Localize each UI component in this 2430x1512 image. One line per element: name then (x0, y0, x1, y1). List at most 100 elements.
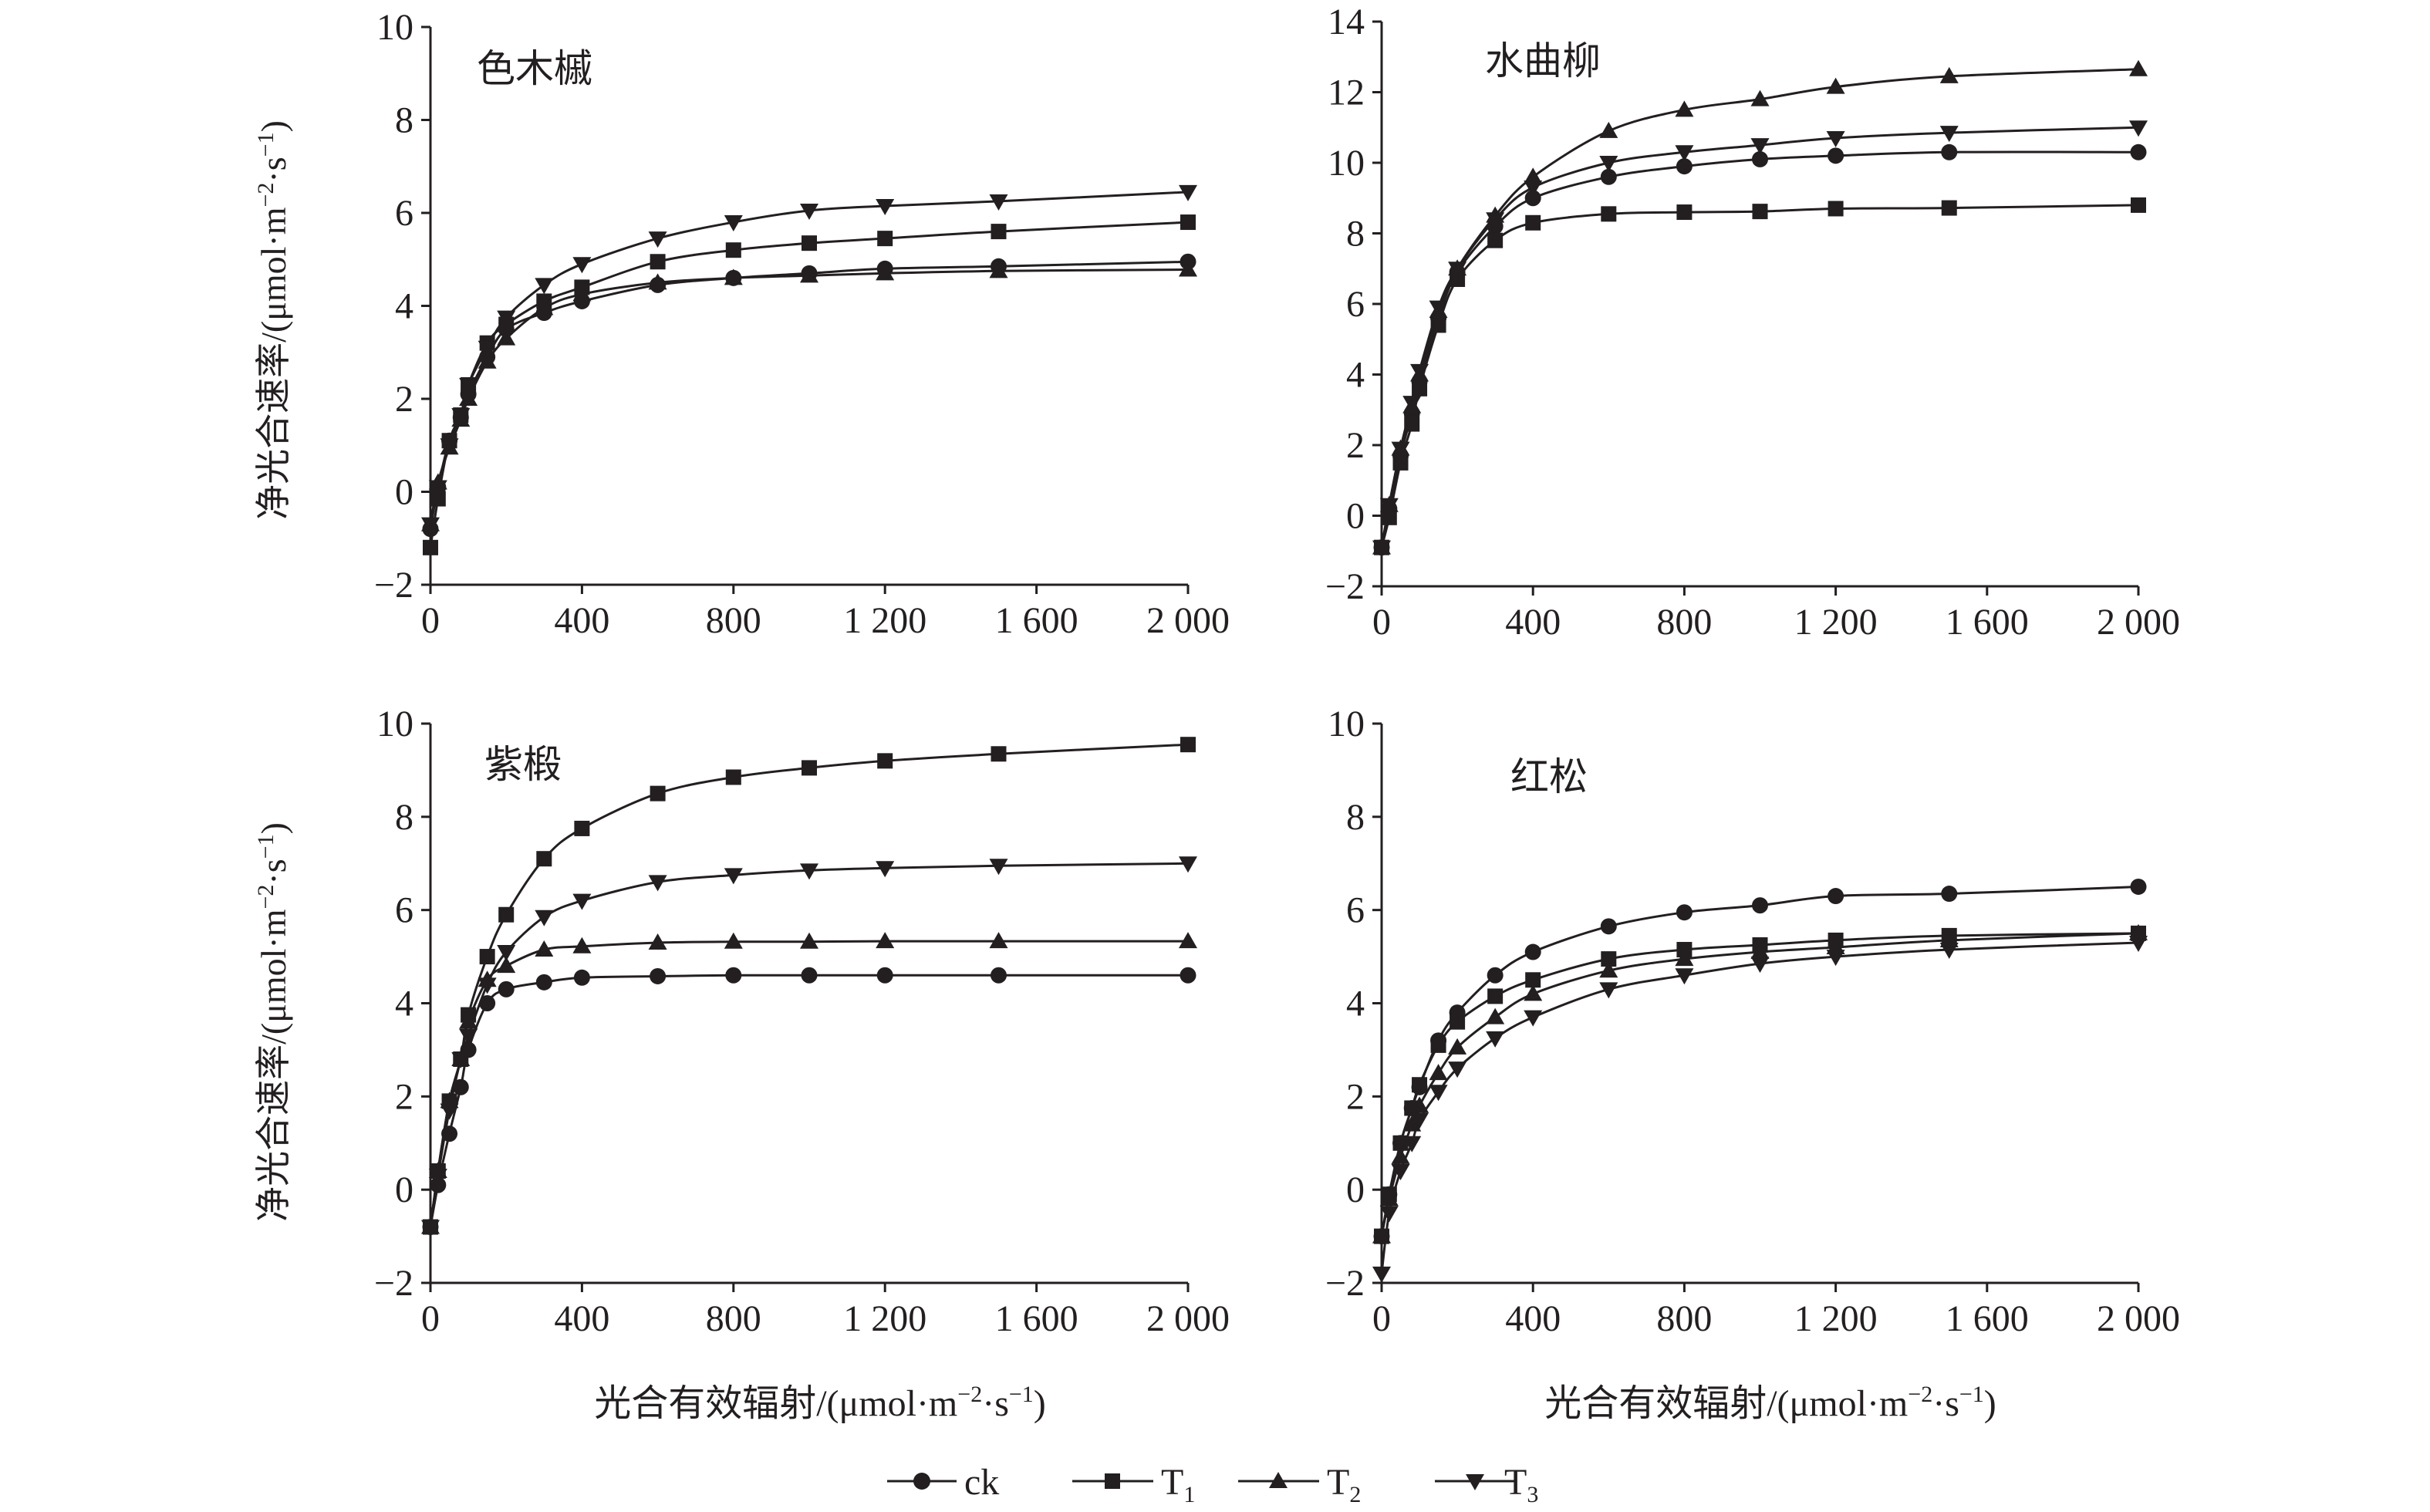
legend-marker-circle (913, 1473, 930, 1490)
data-point-T3 (1939, 126, 1959, 143)
data-point-ck (725, 967, 742, 984)
data-point-T1 (877, 231, 893, 247)
data-point-T2 (572, 285, 592, 302)
legend-label-t2: T2 (1327, 1462, 1361, 1507)
panel-title: 水曲柳 (1485, 39, 1601, 83)
legend-label-t3-main: T (1504, 1462, 1527, 1503)
data-point-ck (1941, 886, 1958, 903)
data-point-ck (1676, 158, 1693, 175)
data-point-T3 (459, 1028, 478, 1045)
y-tick-label: 10 (1328, 704, 1365, 744)
data-point-T3 (535, 278, 554, 295)
data-point-T3 (1179, 856, 1197, 873)
data-point-T3 (2129, 935, 2148, 952)
data-point-T3 (440, 1103, 459, 1120)
data-point-T3 (1750, 138, 1770, 155)
data-point-T3 (421, 517, 440, 534)
data-point-T3 (451, 1052, 471, 1068)
y-tick-label: 8 (395, 797, 413, 838)
y-tick-label: 0 (395, 472, 413, 513)
data-point-T1 (650, 785, 666, 802)
y-axis-label-top: 净光合速率/(μmol·m−2·s−1) (253, 120, 293, 520)
data-point-T1 (1180, 214, 1196, 231)
legend-label-t3: T3 (1504, 1462, 1538, 1507)
data-point-ck (479, 995, 496, 1011)
y-tick-label: 8 (1346, 214, 1365, 255)
y-axis-label-top-end: ) (254, 120, 293, 132)
data-point-T1 (650, 254, 666, 270)
y-axis-label-top-mid: ·s (254, 157, 293, 182)
x-tick-label: 800 (1656, 602, 1712, 643)
data-point-T1 (1601, 951, 1617, 967)
legend-marker-triangle-up (1269, 1472, 1288, 1488)
x-tick-label: 2 000 (1146, 1298, 1230, 1339)
x-axis-label-right-main: 光合有效辐射/(μmol·m (1544, 1383, 1908, 1424)
data-point-T3 (989, 194, 1008, 211)
data-point-T3 (497, 310, 516, 327)
data-point-T3 (1391, 441, 1410, 458)
y-axis-label-bottom-main: 净光合速率/(μmol·m (254, 909, 293, 1222)
data-point-T3 (440, 438, 459, 455)
data-point-ck (1752, 150, 1768, 167)
data-point-T3 (1599, 982, 1618, 999)
x-axis-label-left-sup1: −2 (957, 1382, 982, 1407)
data-point-T3 (724, 215, 743, 232)
data-point-ck (991, 967, 1007, 984)
data-point-T3 (428, 480, 447, 497)
series-line-T3 (429, 862, 1189, 1227)
y-axis-label-bottom-end: ) (254, 822, 293, 834)
data-point-T3 (1524, 1010, 1543, 1027)
data-point-ck (1828, 888, 1844, 905)
x-tick-label: 1 600 (995, 1298, 1078, 1339)
y-tick-label: −2 (374, 1263, 413, 1304)
data-point-T3 (478, 340, 497, 357)
data-point-T2 (876, 932, 895, 949)
x-axis-label-right-end: ) (1984, 1383, 1996, 1424)
x-tick-label: 400 (554, 600, 609, 641)
data-point-T2 (800, 266, 818, 283)
data-point-T2 (1429, 1064, 1448, 1081)
data-point-T2 (989, 262, 1008, 278)
data-point-T1 (1676, 942, 1693, 958)
x-tick-label: 2 000 (2097, 1298, 2180, 1339)
data-point-T3 (876, 861, 895, 878)
data-point-T1 (1487, 988, 1504, 1004)
y-tick-label: 4 (1346, 355, 1365, 396)
y-tick-label: −2 (374, 565, 413, 606)
legend-label-t3-sub: 3 (1527, 1482, 1538, 1507)
x-tick-label: 1 200 (1794, 602, 1878, 643)
data-point-T3 (428, 1169, 447, 1186)
data-point-T3 (1826, 130, 1845, 147)
data-point-T2 (876, 264, 895, 281)
data-point-T3 (1372, 540, 1391, 557)
data-point-ck (650, 967, 667, 984)
data-point-T1 (1601, 206, 1617, 222)
y-tick-label: 4 (1346, 984, 1365, 1024)
y-tick-label: 12 (1328, 73, 1365, 113)
data-point-T2 (1179, 932, 1197, 949)
data-point-T2 (1750, 89, 1770, 106)
y-tick-label: 0 (1346, 496, 1365, 537)
legend-label-t1-sub: 1 (1183, 1482, 1195, 1507)
data-point-T2 (1939, 66, 1959, 83)
data-point-T1 (1828, 201, 1844, 217)
x-axis-label-left-sup2: −1 (1009, 1382, 1034, 1407)
data-point-T1 (991, 224, 1007, 240)
data-point-T3 (1372, 1266, 1391, 1283)
data-point-T3 (1179, 184, 1197, 201)
y-tick-label: −2 (1325, 566, 1365, 607)
legend-label-ck: ck (964, 1462, 999, 1503)
data-point-T3 (1379, 1206, 1399, 1223)
data-point-T2 (478, 352, 497, 369)
x-tick-label: 1 600 (1946, 1298, 2029, 1339)
data-point-T2 (1486, 1007, 1505, 1024)
data-point-T3 (478, 977, 497, 994)
data-point-T1 (2131, 197, 2146, 213)
x-tick-label: 1 600 (995, 600, 1078, 641)
data-point-ck (1524, 190, 1541, 207)
data-point-T3 (1429, 300, 1448, 317)
y-tick-label: 2 (1346, 1076, 1365, 1117)
